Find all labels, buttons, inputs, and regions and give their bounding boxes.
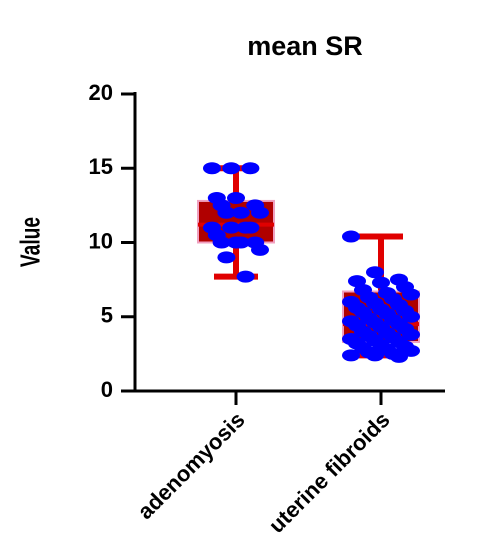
- data-point: [227, 191, 245, 204]
- data-point: [366, 349, 384, 362]
- y-tick-label: 20: [89, 80, 113, 105]
- y-tick-label: 15: [89, 154, 113, 179]
- data-point: [222, 221, 241, 234]
- data-point: [217, 251, 236, 264]
- data-point: [402, 310, 420, 323]
- data-point: [402, 288, 420, 301]
- data-point: [342, 349, 360, 362]
- data-point: [236, 270, 255, 283]
- chart-title: mean SR: [247, 31, 363, 61]
- data-point: [372, 276, 390, 289]
- data-point: [231, 206, 250, 219]
- data-point: [241, 221, 260, 234]
- data-point: [366, 266, 384, 279]
- y-tick-label: 10: [89, 228, 113, 253]
- data-point: [231, 236, 250, 249]
- x-tick-label: adenomyosis: [133, 407, 250, 524]
- data-point: [212, 236, 231, 249]
- data-point: [203, 162, 221, 175]
- y-tick-label: 5: [101, 303, 113, 328]
- data-point: [402, 328, 420, 341]
- x-tick-label: uterine fibroids: [264, 407, 395, 538]
- data-point: [222, 162, 241, 175]
- y-axis-label: Value: [15, 217, 46, 267]
- data-point: [390, 350, 408, 363]
- data-point: [217, 206, 236, 219]
- data-point: [241, 162, 260, 175]
- data-point: [342, 230, 360, 243]
- data-point: [251, 243, 269, 256]
- y-tick-label: 0: [101, 377, 113, 402]
- data-point: [251, 206, 269, 219]
